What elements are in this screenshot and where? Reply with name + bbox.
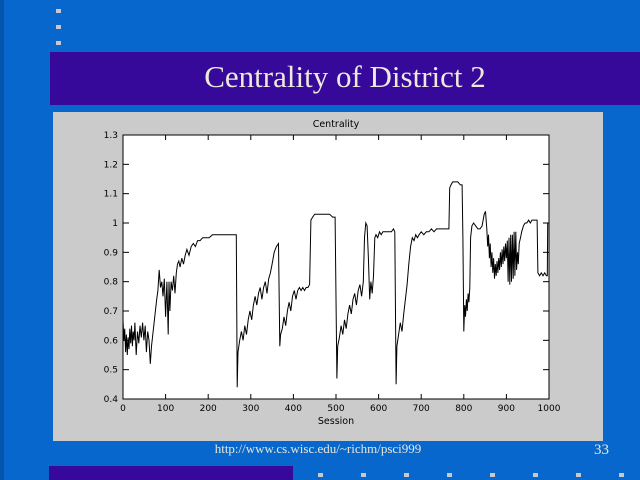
slide-title-bar: Centrality of District 2 xyxy=(50,52,640,105)
bottom-dash-icon xyxy=(361,473,366,477)
x-tick-label: 200 xyxy=(200,404,217,414)
y-tick-label: 1 xyxy=(112,219,118,229)
bottom-dash-row xyxy=(0,473,640,478)
y-tick-label: 0.7 xyxy=(104,307,118,317)
y-tick-label: 1.3 xyxy=(104,131,118,141)
y-tick-label: 0.8 xyxy=(104,278,119,288)
footer-url: http://www.cs.wisc.edu/~richm/psci999 xyxy=(214,441,422,456)
plot-title: Centrality xyxy=(313,119,360,130)
x-tick-label: 300 xyxy=(242,404,259,414)
bullet-dot-icon xyxy=(56,9,61,13)
x-tick-label: 1000 xyxy=(538,404,561,414)
y-tick-label: 0.6 xyxy=(104,336,119,346)
y-tick-label: 0.5 xyxy=(104,366,118,376)
bottom-dash-icon xyxy=(318,473,323,477)
left-edge-accent-strip xyxy=(0,0,4,480)
x-tick-label: 800 xyxy=(455,404,472,414)
bottom-dash-icon xyxy=(490,473,495,477)
x-tick-label: 600 xyxy=(370,404,387,414)
y-tick-label: 0.9 xyxy=(104,248,119,258)
slide-title: Centrality of District 2 xyxy=(204,59,486,94)
x-tick-label: 700 xyxy=(413,404,430,414)
x-tick-label: 400 xyxy=(285,404,302,414)
bottom-dash-icon xyxy=(619,473,624,477)
bottom-dash-icon xyxy=(447,473,452,477)
centrality-chart: 0 100 200 300 400 500 600 700 800 900 1000 0.4 0.5 0.… xyxy=(53,112,603,441)
y-tick-label: 1.1 xyxy=(104,190,118,200)
bottom-dash-icon xyxy=(576,473,581,477)
y-tick-label: 0.4 xyxy=(104,395,119,405)
x-tick-label: 100 xyxy=(157,404,174,414)
x-tick-label: 900 xyxy=(498,404,515,414)
centrality-plot-svg: 0 100 200 300 400 500 600 700 800 900 1000 0.4 0.5 0.… xyxy=(104,119,561,427)
bottom-accent-bar xyxy=(49,466,293,480)
data-line-centrality xyxy=(122,181,549,388)
x-tick-label: 0 xyxy=(120,404,126,414)
bullet-dot-icon xyxy=(56,25,61,29)
bullet-dot-icon xyxy=(56,41,61,45)
top-left-dot-column xyxy=(56,9,62,49)
bottom-dash-icon xyxy=(404,473,409,477)
slide-page-number: 33 xyxy=(594,442,609,458)
x-tick-label: 500 xyxy=(327,404,344,414)
x-axis-label: Session xyxy=(318,416,354,427)
y-tick-label: 1.2 xyxy=(104,160,118,170)
bottom-dash-icon xyxy=(533,473,538,477)
